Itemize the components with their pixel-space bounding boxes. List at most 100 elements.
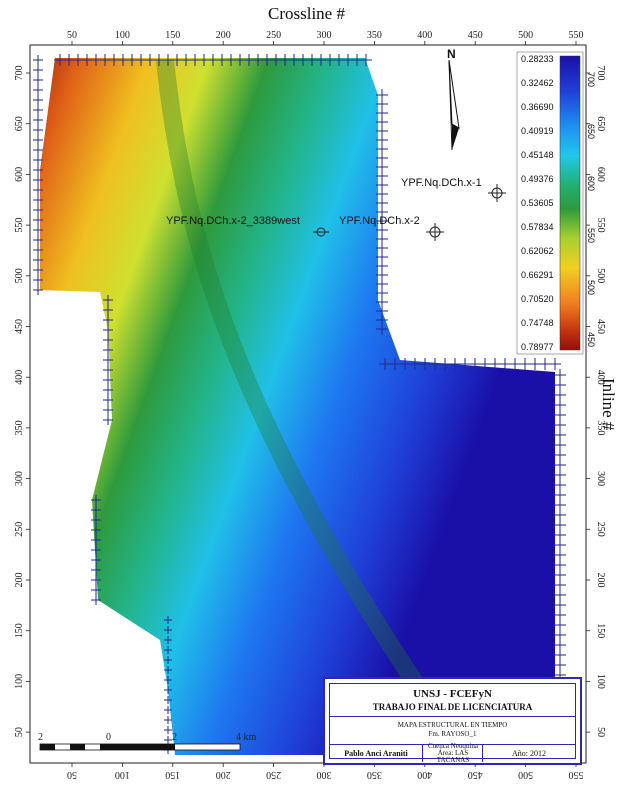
inline-tick-left: 300 [14,471,25,486]
crossline-tick-bottom: 450 [468,769,483,780]
legend-axis-tick: 600 [586,176,596,191]
crossline-tick-bottom: 350 [367,769,382,780]
inline-tick-left: 600 [14,167,25,182]
inline-tick-right: 350 [595,420,606,435]
crossline-tick-bottom: 500 [518,769,533,780]
crossline-tick-top: 550 [569,30,584,41]
inline-tick-left: 400 [14,370,25,385]
inline-tick-right: 650 [595,116,606,131]
legend-value: 0.66291 [521,270,554,280]
legend-value: 0.53605 [521,198,554,208]
legend-value: 0.78977 [521,342,554,352]
crossline-tick-bottom: 200 [216,769,231,780]
tb-basin: Cuenca Neuquina [428,742,478,750]
crossline-tick-bottom: 100 [115,769,130,780]
title-block: UNSJ - FCEFyN TRABAJO FINAL DE LICENCIAT… [323,677,582,765]
north-label: N [447,47,456,61]
inline-tick-left: 650 [14,116,25,131]
legend-axis-tick: 650 [586,124,596,139]
inline-title: Inline # [599,378,618,431]
crossline-tick-top: 450 [468,30,483,41]
well-label-x2-west: YPF.Nq.DCh.x-2_3389west [166,215,300,227]
legend-axis-tick: 700 [586,72,596,87]
crossline-tick-top: 150 [165,30,180,41]
tb-formation: Fm. RAYOSO_1 [428,730,477,738]
tb-author: Pablo Anci Araniti [330,744,422,762]
inline-tick-right: 250 [595,522,606,537]
legend-value: 0.32462 [521,78,554,88]
north-arrow-icon [448,59,460,151]
inline-tick-left: 150 [14,623,25,638]
top-axis-ticks: 50 100 150 200 250 300 350 400 450 500 550 [67,30,584,45]
legend-value: 0.62062 [521,246,554,256]
crossline-tick-bottom: 250 [266,769,281,780]
inline-tick-left: 700 [14,66,25,81]
tb-work: TRABAJO FINAL DE LICENCIATURA [372,702,533,712]
map-frame [29,44,587,764]
inline-tick-right: 100 [595,674,606,689]
crossline-tick-top: 350 [367,30,382,41]
legend-value: 0.28233 [521,54,554,64]
inline-tick-left: 450 [14,319,25,334]
crossline-tick-bottom: 400 [417,769,432,780]
inline-tick-left: 500 [14,268,25,283]
ridge-band [156,59,428,695]
crossline-title: Crossline # [268,4,345,23]
inline-tick-left: 350 [14,420,25,435]
inline-tick-right: 500 [595,268,606,283]
inline-tick-right: 300 [595,471,606,486]
inline-tick-left: 50 [14,727,25,737]
crossline-tick-top: 100 [115,30,130,41]
crossline-tick-top: 200 [216,30,231,41]
scale-label-2-left: 2 [38,732,43,743]
crossline-tick-bottom: 300 [317,769,332,780]
color-legend: 0.28233 0.32462 0.36690 0.40919 0.45148 0.493… [516,51,596,355]
scale-label-0: 0 [106,732,111,743]
scale-label-2: 2 [172,732,177,743]
well-marker-x2[interactable] [426,223,444,241]
tb-institution: UNSJ - FCEFyN [413,688,492,700]
legend-value: 0.49376 [521,174,554,184]
inline-tick-left: 100 [14,674,25,689]
legend-value: 0.74748 [521,318,554,328]
legend-value: 0.70520 [521,294,554,304]
inline-tick-right: 50 [595,727,606,737]
tb-year: Año: 2012 [482,744,575,762]
inline-tick-right: 400 [595,370,606,385]
inline-tick-right: 600 [595,167,606,182]
legend-value: 0.40919 [521,126,554,136]
tb-area: Área: LAS TACANAS [436,749,470,764]
right-axis-ticks: 700 650 600 550 500 450 400 350 300 250 200 150 100 5… [586,66,606,737]
well-marker-x1[interactable] [488,184,506,202]
scale-label-4km: 4 km [236,732,257,743]
legend-value: 0.36690 [521,102,554,112]
inline-tick-right: 150 [595,623,606,638]
crossline-tick-top: 250 [266,30,281,41]
legend-value: 0.57834 [521,222,554,232]
tb-map-title: MAPA ESTRUCTURAL EN TIEMPO [397,721,508,729]
well-label-x1: YPF.Nq.DCh.x-1 [401,177,482,189]
well-label-x2: YPF.Nq.DCh.x-2 [339,215,420,227]
legend-axis-tick: 450 [586,332,596,347]
inline-tick-right: 450 [595,319,606,334]
inline-tick-right: 550 [595,218,606,233]
legend-axis-tick: 550 [586,228,596,243]
horizon-surface [40,58,555,755]
bottom-axis-ticks: 50 100 150 200 250 300 350 400 450 500 550 [67,763,584,780]
inline-tick-right: 700 [595,66,606,81]
left-axis-ticks: 700 650 600 550 500 450 400 350 300 250 200 150 100 5… [14,66,30,737]
inline-tick-left: 550 [14,218,25,233]
crossline-tick-bottom: 50 [67,769,77,780]
crossline-tick-bottom: 150 [165,769,180,780]
inline-tick-left: 200 [14,573,25,588]
trace-edge-marks [33,54,566,754]
crossline-tick-bottom: 550 [569,769,584,780]
crossline-tick-top: 300 [317,30,332,41]
well-marker-x2-west[interactable] [313,227,329,237]
inline-tick-right: 200 [595,573,606,588]
scale-bar: 2 0 2 4 km [38,732,257,751]
crossline-tick-top: 400 [417,30,432,41]
legend-value: 0.45148 [521,150,554,160]
crossline-tick-top: 500 [518,30,533,41]
